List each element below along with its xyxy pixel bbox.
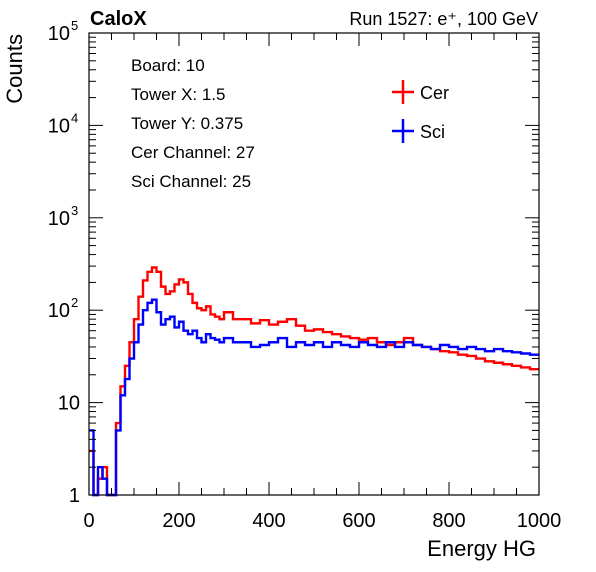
legend-marker-sci <box>392 119 414 143</box>
info-sci-channel: Sci Channel: 25 <box>131 172 251 191</box>
x-tick-label: 800 <box>432 510 465 532</box>
y-tick-label: 10 <box>48 23 70 45</box>
chart-title-left: CaloX <box>90 8 147 30</box>
info-box: Board: 10 Tower X: 1.5 Tower Y: 0.375 Ce… <box>131 56 255 191</box>
y-tick-exponent: 3 <box>71 203 78 218</box>
y-tick-label: 10 <box>48 300 70 322</box>
x-tick-label: 1000 <box>517 510 562 532</box>
series-line-cer <box>89 266 539 497</box>
y-tick-exponent: 4 <box>71 110 78 125</box>
legend-marker-cer <box>392 80 414 104</box>
legend: Cer Sci <box>392 80 449 143</box>
info-tower-x: Tower X: 1.5 <box>131 85 226 104</box>
info-cer-channel: Cer Channel: 27 <box>131 143 255 162</box>
series-layer <box>89 266 539 497</box>
chart-title-right: Run 1527: e⁺, 100 GeV <box>349 9 538 29</box>
x-tick-label: 0 <box>83 510 94 532</box>
series-line-sci <box>89 298 539 497</box>
info-tower-y: Tower Y: 0.375 <box>131 114 243 133</box>
y-tick-label: 1 <box>69 485 80 507</box>
y-tick-label: 10 <box>58 393 80 415</box>
x-axis-title: Energy HG <box>427 536 536 561</box>
y-tick-exponent: 2 <box>71 295 78 310</box>
x-tick-label: 600 <box>342 510 375 532</box>
legend-label-sci: Sci <box>420 122 445 142</box>
info-board: Board: 10 <box>131 56 205 75</box>
legend-label-cer: Cer <box>420 83 449 103</box>
x-tick-label: 200 <box>162 510 195 532</box>
x-tick-label: 400 <box>252 510 285 532</box>
y-tick-label: 10 <box>48 208 70 230</box>
y-axis-title: Counts <box>2 34 27 104</box>
y-tick-exponent: 5 <box>71 18 78 33</box>
y-tick-label: 10 <box>48 115 70 137</box>
x-axis: 0 200 400 600 800 1000 <box>83 33 561 532</box>
